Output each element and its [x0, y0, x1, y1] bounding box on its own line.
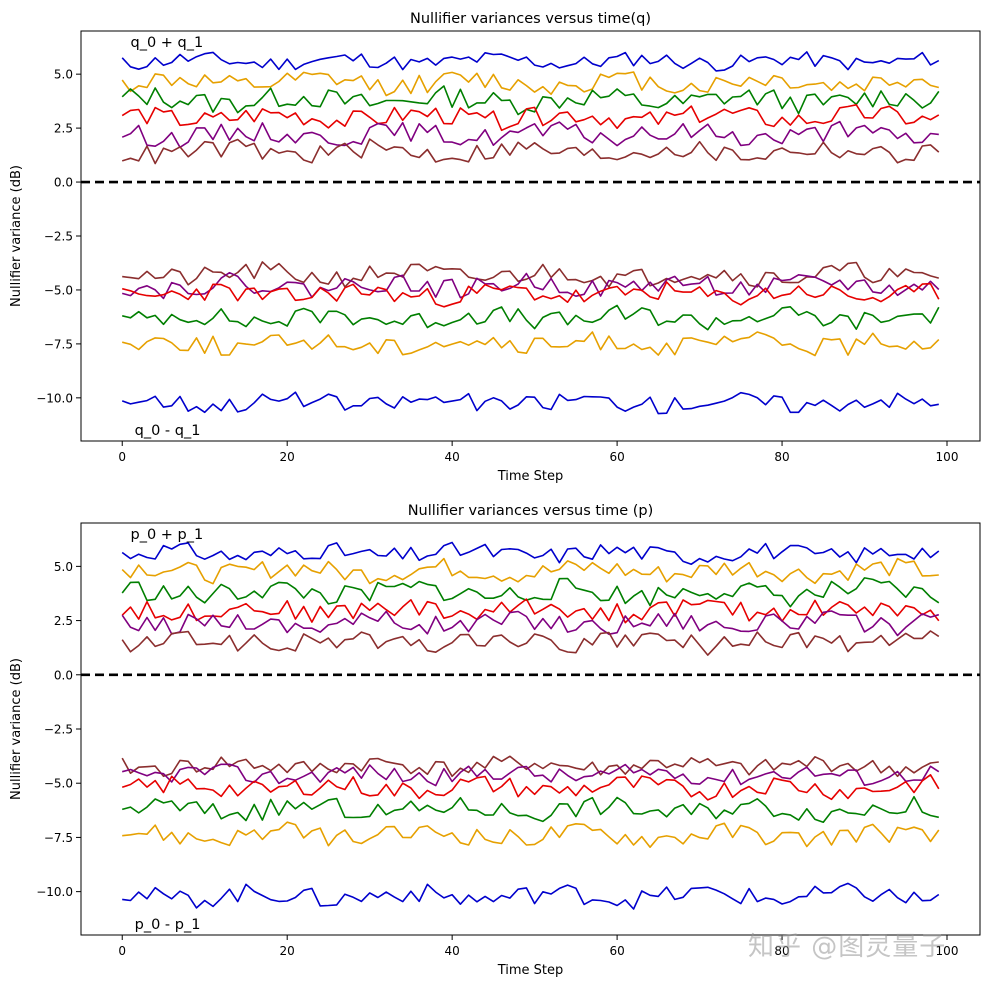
annotation-difference: p_0 - p_1	[135, 917, 201, 933]
chart-p-panel: Nullifier variances versus time (p) Time …	[9, 503, 981, 978]
annotation-sum: p_0 + p_1	[130, 527, 203, 543]
series-line-sum-orange	[121, 71, 939, 97]
series-line-diff-blue	[121, 391, 939, 415]
series-line-sum-purple	[121, 610, 940, 637]
x-tick-label: 0	[118, 450, 126, 464]
series-line-sum-orange	[121, 557, 939, 585]
y-tick-label: 5.0	[54, 560, 73, 574]
series-line-diff-purple	[121, 763, 940, 787]
series-line-sum-brown	[121, 138, 940, 165]
y-tick-label: 0.0	[54, 668, 73, 682]
x-tick-label: 20	[280, 450, 295, 464]
y-tick-label: 2.5	[54, 122, 73, 136]
series-line-diff-red	[122, 281, 940, 308]
annotation-sum: q_0 + q_1	[130, 35, 203, 51]
series-line-sum-green	[121, 577, 940, 608]
y-tick-label: −7.5	[44, 337, 73, 351]
y-tick-label: −7.5	[44, 831, 73, 845]
x-axis-label: Time Step	[497, 469, 564, 484]
series-line-diff-brown	[122, 261, 940, 288]
y-tick-label: −2.5	[44, 230, 73, 244]
chart-q-panel: Nullifier variances versus time(q) Time S…	[9, 11, 981, 484]
series-line-sum-blue	[121, 51, 940, 72]
x-axis-label: Time Step	[497, 963, 564, 978]
series-line-diff-orange	[122, 331, 940, 357]
series-line-sum-purple	[121, 120, 939, 149]
watermark-text: 知乎 @图灵量子	[748, 932, 947, 962]
series-line-diff-red	[121, 774, 940, 801]
series-line-sum-brown	[121, 630, 940, 656]
x-tick-label: 40	[445, 944, 460, 958]
x-tick-label: 40	[445, 450, 460, 464]
chart-title: Nullifier variances versus time (p)	[408, 503, 654, 519]
series-line-diff-blue	[122, 882, 940, 910]
x-tick-label: 100	[936, 944, 959, 958]
series-line-sum-red	[121, 598, 940, 624]
y-tick-label: −5.0	[44, 283, 73, 297]
y-tick-label: −2.5	[44, 723, 73, 737]
x-tick-label: 60	[609, 944, 624, 958]
y-tick-label: 0.0	[54, 176, 73, 190]
x-tick-label: 80	[774, 450, 789, 464]
y-tick-label: 5.0	[54, 68, 73, 82]
y-tick-label: −10.0	[36, 391, 73, 405]
x-tick-label: 0	[118, 944, 126, 958]
series-line-diff-green	[121, 795, 939, 823]
series-line-diff-green	[122, 304, 940, 331]
y-axis-label: Nullifier variance (dB)	[9, 165, 24, 307]
series-line-diff-purple	[121, 271, 940, 300]
x-tick-label: 60	[609, 450, 624, 464]
y-axis-label: Nullifier variance (dB)	[9, 658, 24, 800]
series-line-sum-green	[121, 85, 940, 116]
x-tick-label: 20	[280, 944, 295, 958]
y-tick-label: 2.5	[54, 614, 73, 628]
x-tick-label: 100	[936, 450, 959, 464]
chart-title: Nullifier variances versus time(q)	[410, 11, 651, 27]
x-tick-label: 80	[774, 944, 789, 958]
series-line-diff-brown	[121, 755, 939, 778]
plot-frame	[80, 30, 981, 442]
y-tick-label: −5.0	[44, 777, 73, 791]
annotation-difference: q_0 - q_1	[135, 423, 201, 439]
series-line-sum-red	[121, 104, 940, 132]
plot-frame	[80, 522, 981, 936]
y-tick-label: −10.0	[36, 885, 73, 899]
series-line-diff-orange	[122, 821, 940, 848]
series-line-sum-blue	[121, 541, 940, 565]
